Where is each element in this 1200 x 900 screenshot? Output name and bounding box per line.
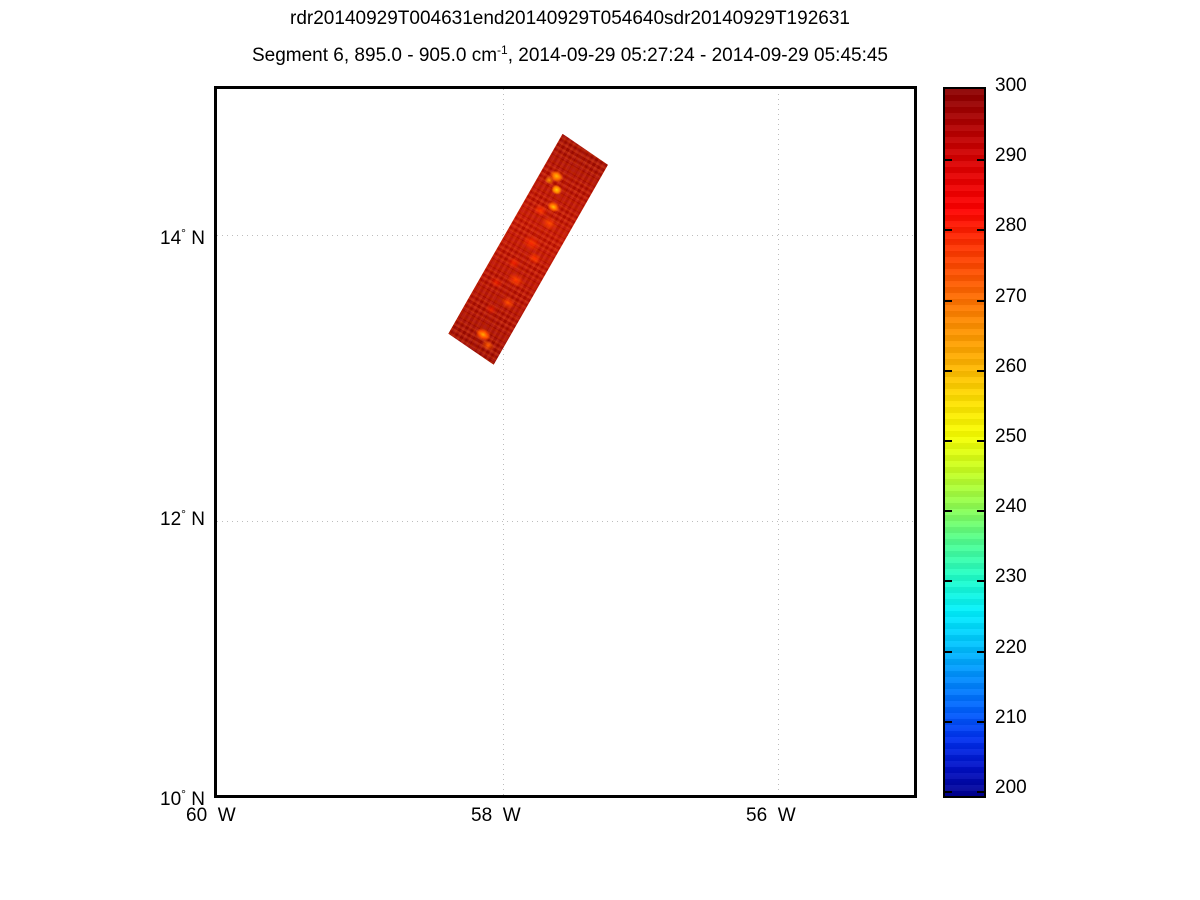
colorbar-tick-270 (945, 299, 952, 302)
xtick-58w-degrees: 58 (471, 805, 493, 826)
colorbar-label-260: 260 (995, 355, 1027, 377)
colorbar-tick-right-290 (977, 159, 984, 162)
colorbar-label-270: 270 (995, 285, 1027, 307)
figure-title-main: rdr20140929T004631end20140929T054640sdr2… (290, 8, 850, 29)
ytick-label-10n: 10° N (110, 787, 205, 811)
xtick-56w-hemisphere: W (777, 805, 796, 826)
colorbar-label-230: 230 (995, 566, 1027, 588)
colorbar-tick-230 (945, 580, 952, 583)
ytick-10n-degrees: 10 (160, 789, 182, 810)
colorbar-tick-240 (945, 510, 952, 513)
title-sub-prefix: Segment 6, 895.0 - 905.0 cm (251, 45, 498, 66)
colorbar-tick-220 (945, 650, 952, 653)
colorbar-tick-280 (945, 229, 952, 232)
ytick-12n-hemisphere: N (191, 509, 205, 530)
colorbar-label-280: 280 (995, 215, 1027, 237)
title-sub-superscript: -1 (497, 43, 508, 57)
colorbar-label-250: 250 (995, 426, 1027, 447)
colorbar-tick-right-240 (977, 510, 984, 513)
colorbar-label-240: 240 (995, 496, 1027, 518)
xtick-58w-hemisphere: W (502, 805, 521, 826)
colorbar-label-220: 220 (995, 636, 1027, 658)
colorbar-label-300: 300 (995, 75, 1027, 96)
xtick-label-60w: 60 W (186, 805, 236, 827)
axis-ticks-bottom (217, 791, 914, 795)
colorbar-tick-250 (945, 440, 952, 442)
colorbar-tick-210 (945, 720, 952, 723)
xtick-60w-hemisphere: W (217, 805, 236, 826)
colorbar-tick-290 (945, 159, 952, 162)
ytick-label-12n: 12° N (110, 507, 205, 531)
colorbar-tick-right-200 (977, 791, 984, 793)
xtick-56w-degrees: 56 (746, 805, 768, 826)
swath-layer (217, 89, 914, 795)
gridline-lon-56w (778, 89, 779, 795)
ytick-14n-hemisphere: N (191, 228, 205, 249)
xtick-label-56w: 56 W (746, 805, 796, 827)
axis-ticks-top (217, 89, 914, 93)
gridline-lat-12n (217, 521, 914, 522)
colorbar-tick-260 (945, 369, 952, 372)
gridline-lon-58w (503, 89, 504, 795)
colorbar-tick-right-270 (977, 299, 984, 302)
map-plot-area (214, 86, 917, 798)
xtick-60w-degrees: 60 (186, 805, 208, 826)
colorbar-label-210: 210 (995, 706, 1027, 728)
colorbar-tick-right-280 (977, 229, 984, 232)
satellite-swath-granule (446, 133, 610, 365)
figure-title-sub: Segment 6, 895.0 - 905.0 cm-1, 2014-09-2… (0, 43, 1140, 67)
colorbar-tick-right-250 (977, 440, 984, 442)
colorbar-label-200: 200 (995, 777, 1027, 798)
colorbar-tick-right-260 (977, 369, 984, 372)
colorbar-tick-right-220 (977, 650, 984, 653)
ytick-10n-hemisphere: N (191, 789, 205, 810)
colorbar (943, 87, 986, 798)
ytick-12n-degrees: 12 (160, 509, 182, 530)
degree-symbol-icon: ° (181, 787, 186, 801)
ytick-14n-degrees: 14 (160, 228, 182, 249)
swath-pixel-texture (446, 133, 610, 365)
colorbar-label-290: 290 (995, 145, 1027, 167)
axis-ticks-right (910, 89, 914, 795)
ytick-label-14n: 14° N (110, 226, 205, 250)
colorbar-tick-200 (945, 791, 952, 793)
axis-ticks-left (217, 89, 221, 795)
title-sub-suffix: , 2014-09-29 05:27:24 - 2014-09-29 05:45… (507, 45, 888, 66)
degree-symbol-icon: ° (181, 226, 186, 240)
map-inner (217, 89, 914, 795)
colorbar-tick-right-230 (977, 580, 984, 583)
colorbar-tick-right-210 (977, 720, 984, 723)
xtick-label-58w: 58 W (471, 805, 521, 827)
degree-symbol-icon: ° (181, 507, 186, 521)
colorbar-gradient (945, 89, 984, 796)
